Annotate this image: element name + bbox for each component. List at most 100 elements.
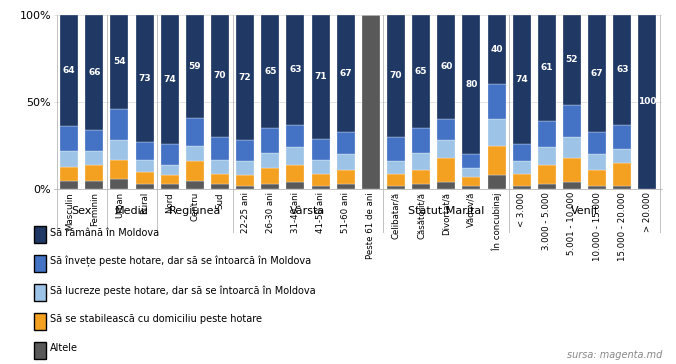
Bar bbox=[85, 181, 103, 189]
FancyBboxPatch shape bbox=[34, 255, 46, 272]
Bar bbox=[60, 151, 78, 167]
Bar bbox=[60, 181, 78, 189]
FancyBboxPatch shape bbox=[34, 313, 46, 330]
Bar bbox=[337, 15, 355, 132]
Bar bbox=[538, 147, 556, 165]
Text: 63: 63 bbox=[289, 65, 301, 74]
Bar bbox=[186, 118, 204, 146]
Text: 67: 67 bbox=[591, 68, 604, 78]
Bar bbox=[387, 161, 405, 174]
Bar bbox=[261, 168, 279, 184]
Text: Vârsta: Vârsta bbox=[291, 206, 326, 216]
Bar bbox=[236, 15, 254, 141]
Text: Să învețe peste hotare, dar să se întoarcă în Moldova: Să învețe peste hotare, dar să se întoar… bbox=[51, 256, 312, 268]
Bar bbox=[135, 159, 153, 172]
Bar bbox=[85, 130, 103, 151]
Text: 74: 74 bbox=[164, 75, 176, 84]
Bar bbox=[261, 128, 279, 153]
Text: Să se stabilească cu domiciliu peste hotare: Să se stabilească cu domiciliu peste hot… bbox=[51, 314, 262, 324]
Bar bbox=[512, 174, 531, 186]
Bar bbox=[538, 184, 556, 189]
Text: Mediu: Mediu bbox=[115, 206, 149, 216]
Bar bbox=[487, 84, 506, 119]
Bar bbox=[412, 15, 430, 128]
Text: 64: 64 bbox=[63, 66, 76, 75]
FancyBboxPatch shape bbox=[34, 284, 46, 301]
Bar bbox=[588, 15, 606, 132]
Bar bbox=[538, 121, 556, 147]
Bar bbox=[387, 186, 405, 189]
Bar bbox=[135, 172, 153, 184]
Bar bbox=[60, 167, 78, 181]
Bar bbox=[437, 158, 456, 182]
Bar bbox=[161, 15, 178, 144]
Text: Venit: Venit bbox=[571, 206, 599, 216]
Text: sursa: magenta.md: sursa: magenta.md bbox=[567, 351, 662, 360]
Bar bbox=[287, 147, 304, 165]
Bar bbox=[512, 144, 531, 161]
Bar bbox=[211, 137, 229, 159]
Bar bbox=[287, 182, 304, 189]
Bar bbox=[312, 159, 330, 174]
Text: 65: 65 bbox=[415, 67, 427, 76]
Bar bbox=[412, 153, 430, 170]
Text: 66: 66 bbox=[88, 68, 101, 77]
Bar bbox=[85, 165, 103, 181]
Bar bbox=[462, 186, 481, 189]
Bar bbox=[186, 181, 204, 189]
Bar bbox=[161, 184, 178, 189]
Bar bbox=[110, 141, 128, 159]
Bar bbox=[110, 159, 128, 179]
Bar bbox=[563, 15, 581, 106]
Bar bbox=[387, 137, 405, 161]
Text: 80: 80 bbox=[465, 80, 478, 89]
Bar bbox=[211, 15, 229, 137]
Bar bbox=[186, 15, 204, 118]
Bar bbox=[211, 184, 229, 189]
Bar bbox=[487, 15, 506, 84]
Bar bbox=[161, 144, 178, 165]
FancyBboxPatch shape bbox=[34, 226, 46, 244]
Bar bbox=[110, 109, 128, 141]
Text: Sex: Sex bbox=[72, 206, 92, 216]
Bar bbox=[261, 184, 279, 189]
Bar bbox=[462, 15, 481, 154]
FancyBboxPatch shape bbox=[34, 342, 46, 359]
Text: 67: 67 bbox=[339, 68, 352, 78]
Bar bbox=[135, 184, 153, 189]
Bar bbox=[211, 174, 229, 184]
Bar bbox=[588, 170, 606, 186]
Text: 40: 40 bbox=[490, 45, 503, 54]
Text: Statut Marital: Statut Marital bbox=[408, 206, 485, 216]
Text: 72: 72 bbox=[239, 73, 251, 82]
Text: 59: 59 bbox=[189, 62, 201, 71]
Text: 71: 71 bbox=[314, 72, 327, 81]
Bar bbox=[437, 119, 456, 141]
Bar bbox=[462, 168, 481, 177]
Bar bbox=[387, 15, 405, 137]
Bar bbox=[287, 165, 304, 182]
Bar bbox=[337, 184, 355, 189]
Bar bbox=[588, 132, 606, 154]
Bar bbox=[85, 15, 103, 130]
Bar bbox=[362, 15, 380, 189]
Bar bbox=[437, 15, 456, 119]
Text: Regiunea: Regiunea bbox=[169, 206, 221, 216]
Text: 54: 54 bbox=[113, 57, 126, 66]
Text: 63: 63 bbox=[616, 65, 629, 74]
Bar bbox=[638, 15, 656, 189]
Bar bbox=[161, 165, 178, 175]
Bar bbox=[512, 186, 531, 189]
Bar bbox=[613, 186, 631, 189]
Text: 73: 73 bbox=[139, 74, 151, 83]
Bar bbox=[312, 174, 330, 186]
Bar bbox=[337, 132, 355, 154]
Bar bbox=[135, 142, 153, 159]
Text: 74: 74 bbox=[515, 75, 528, 84]
Bar bbox=[312, 139, 330, 159]
Text: 52: 52 bbox=[566, 55, 578, 64]
Bar bbox=[437, 182, 456, 189]
Bar bbox=[512, 161, 531, 174]
Text: 61: 61 bbox=[541, 63, 553, 72]
Bar bbox=[538, 165, 556, 184]
